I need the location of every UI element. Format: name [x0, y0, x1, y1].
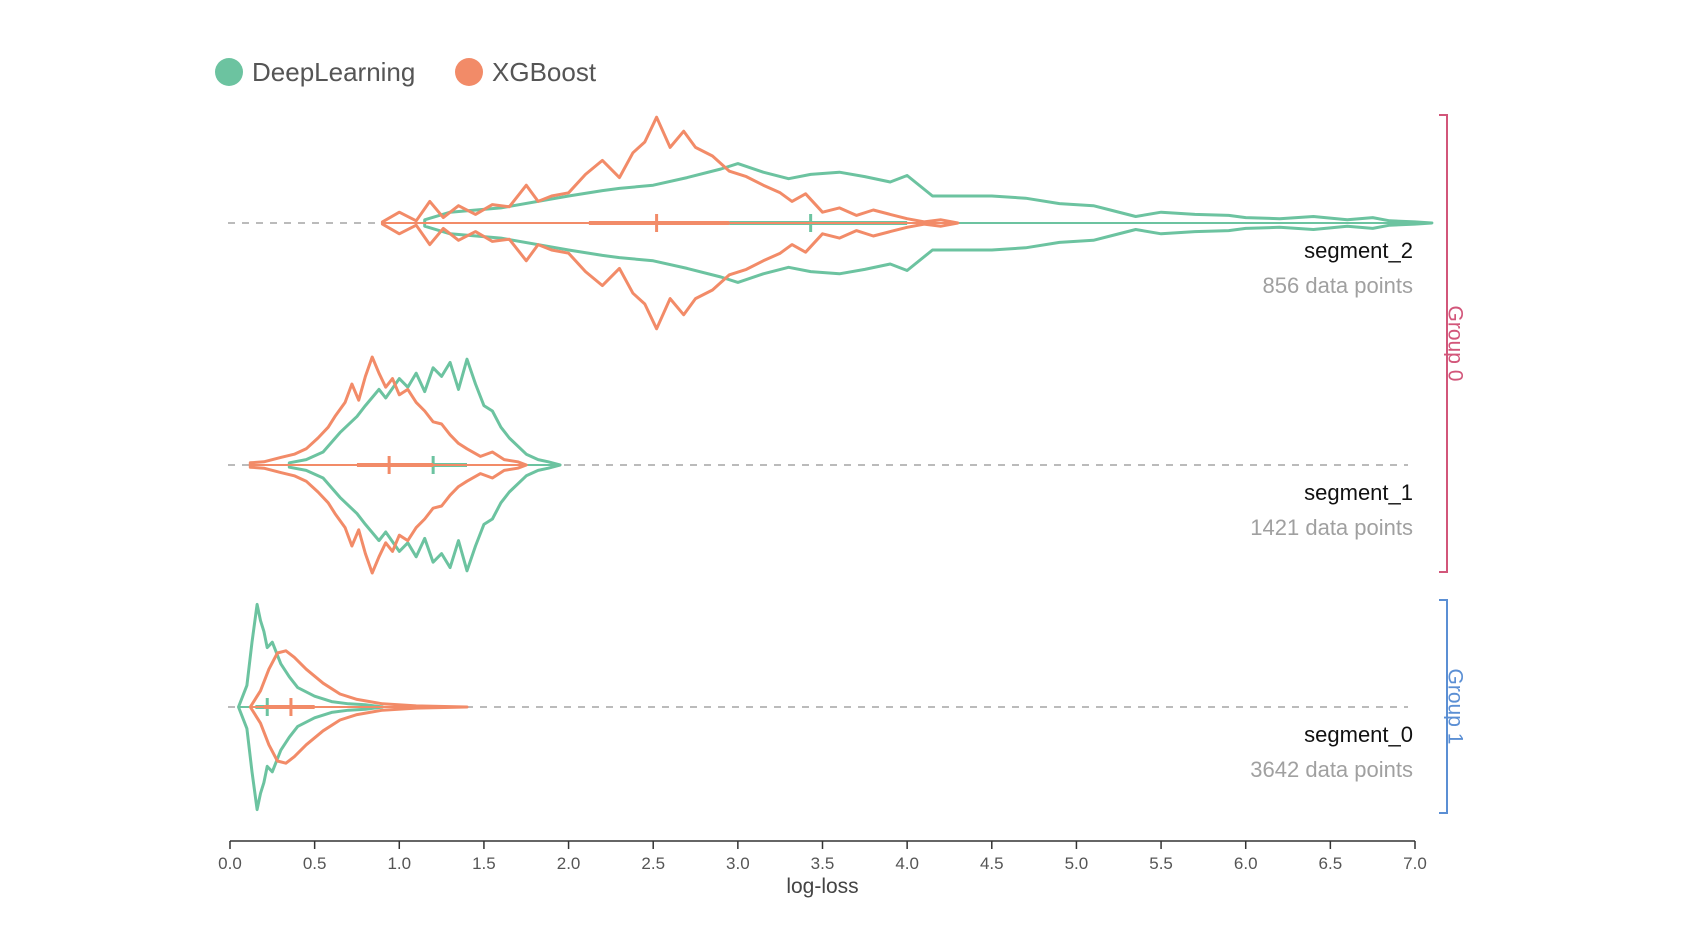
x-tick-label-5.0: 5.0: [1065, 854, 1089, 873]
violin-segment_2-xgboost: [380, 115, 960, 331]
group-label-0: Group 0: [1444, 306, 1467, 382]
legend: DeepLearning XGBoost: [215, 57, 597, 87]
group-brackets: Group 0 Group 1: [1439, 114, 1467, 814]
x-tick-label-3.0: 3.0: [726, 854, 750, 873]
segment-count-segment_2: 856 data points: [1263, 273, 1413, 298]
x-tick-label-1.0: 1.0: [387, 854, 411, 873]
legend-label-xgboost: XGBoost: [492, 57, 597, 87]
x-tick-label-1.5: 1.5: [472, 854, 496, 873]
x-tick-label-4.0: 4.0: [895, 854, 919, 873]
x-tick-label-2.5: 2.5: [641, 854, 665, 873]
violin-segment_1-deeplearning: [287, 357, 562, 573]
x-axis: 0.0 0.5 1.0 1.5 2.0 2.5 3.0 3.5 4.0 4.5 5.0 5.5 6.0 6…: [218, 840, 1427, 898]
x-tick-label-0.0: 0.0: [218, 854, 242, 873]
x-tick-label-0.5: 0.5: [303, 854, 327, 873]
x-axis-title: log-loss: [786, 875, 858, 898]
segment-name-segment_0: segment_0: [1304, 722, 1413, 747]
segment-labels: segment_2 856 data points segment_1 1421 da…: [1250, 238, 1413, 782]
segment-count-segment_0: 3642 data points: [1250, 757, 1413, 782]
x-tick-label-6.5: 6.5: [1319, 854, 1343, 873]
group-bracket-1: [1439, 599, 1448, 814]
segment-name-segment_2: segment_2: [1304, 238, 1413, 263]
x-tick-label-3.5: 3.5: [811, 854, 835, 873]
x-tick-label-2.0: 2.0: [557, 854, 581, 873]
segment-count-segment_1: 1421 data points: [1250, 515, 1413, 540]
violins: [237, 115, 1434, 812]
x-tick-label-7.0: 7.0: [1403, 854, 1427, 873]
group-label-1: Group 1: [1444, 669, 1467, 745]
x-tick-label-5.5: 5.5: [1149, 854, 1173, 873]
group-bracket-0: [1439, 114, 1448, 573]
legend-swatch-deeplearning: [215, 58, 243, 86]
x-tick-label-6.0: 6.0: [1234, 854, 1258, 873]
violin-segment_1-xgboost: [248, 355, 528, 575]
x-tick-label-4.5: 4.5: [980, 854, 1004, 873]
segment-name-segment_1: segment_1: [1304, 480, 1413, 505]
legend-label-deeplearning: DeepLearning: [252, 57, 415, 87]
legend-swatch-xgboost: [455, 58, 483, 86]
